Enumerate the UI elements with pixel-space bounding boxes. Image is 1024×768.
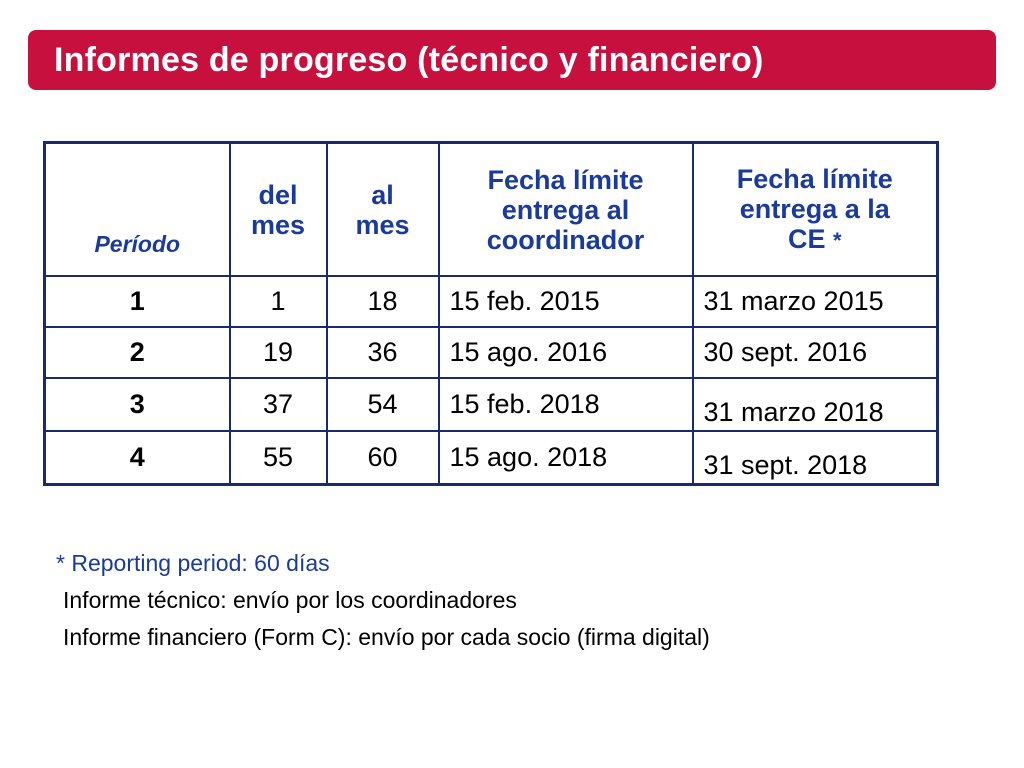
cell-fecha-coordinador: 15 feb. 2018 (437, 377, 694, 432)
title-bar: Informes de progreso (técnico y financie… (28, 30, 996, 90)
header-del-mes-line2: mes (250, 209, 306, 240)
table-row: 4 55 60 15 ago. 2018 31 sept. 2018 (43, 430, 939, 486)
cell-al-mes: 54 (325, 377, 440, 432)
reporting-schedule-table: Período del mes al mes Fecha límite entr… (43, 141, 939, 486)
header-al-mes: al mes (325, 141, 440, 277)
cell-fecha-ce: 31 marzo 2018 (691, 377, 939, 432)
footnote-reporting-period: * Reporting period: 60 días (56, 550, 330, 576)
cell-al-mes: 18 (325, 275, 440, 328)
header-ce-line2: entrega a la (739, 193, 890, 224)
header-periodo: Período (43, 141, 231, 277)
header-coord-line1: Fecha límite (487, 164, 644, 195)
cell-periodo: 3 (43, 377, 231, 432)
cell-fecha-ce: 31 marzo 2015 (691, 275, 939, 328)
cell-del-mes: 19 (228, 326, 328, 379)
cell-fecha-coordinador: 15 ago. 2016 (437, 326, 694, 379)
cell-periodo: 2 (43, 326, 231, 379)
table-row: 3 37 54 15 feb. 2018 31 marzo 2018 (43, 377, 939, 432)
header-fecha-ce: Fecha límite entrega a la CE * (691, 141, 939, 277)
page-title: Informes de progreso (técnico y financie… (54, 40, 764, 79)
cell-fecha-ce: 30 sept. 2016 (691, 326, 939, 379)
header-al-mes-line1: al (371, 179, 394, 210)
header-coord-line3: coordinador (486, 224, 645, 255)
footnotes: * Reporting period: 60 días Informe técn… (56, 545, 710, 656)
header-ce-line3: CE (787, 223, 826, 254)
table-row: 1 1 18 15 feb. 2015 31 marzo 2015 (43, 275, 939, 328)
footnote-informe-tecnico: Informe técnico: envío por los coordinad… (63, 587, 517, 613)
cell-del-mes: 1 (228, 275, 328, 328)
header-al-mes-line2: mes (355, 209, 410, 240)
asterisk-marker: * (832, 227, 842, 253)
cell-fecha-ce: 31 sept. 2018 (691, 430, 939, 486)
cell-del-mes: 37 (228, 377, 328, 432)
table-header-row: Período del mes al mes Fecha límite entr… (43, 141, 939, 277)
header-del-mes-line1: del (258, 179, 298, 210)
header-fecha-coordinador: Fecha límite entrega al coordinador (437, 141, 694, 277)
cell-periodo: 4 (43, 430, 231, 486)
cell-del-mes: 55 (228, 430, 328, 486)
header-coord-line2: entrega al (501, 194, 630, 225)
cell-periodo: 1 (43, 275, 231, 328)
cell-fecha-coordinador: 15 feb. 2015 (437, 275, 694, 328)
cell-al-mes: 60 (325, 430, 440, 486)
table-row: 2 19 36 15 ago. 2016 30 sept. 2016 (43, 326, 939, 379)
cell-fecha-coordinador: 15 ago. 2018 (437, 430, 694, 486)
footnote-informe-financiero: Informe financiero (Form C): envío por c… (63, 624, 710, 650)
header-del-mes: del mes (228, 141, 328, 277)
header-ce-line1: Fecha límite (736, 163, 893, 194)
cell-al-mes: 36 (325, 326, 440, 379)
